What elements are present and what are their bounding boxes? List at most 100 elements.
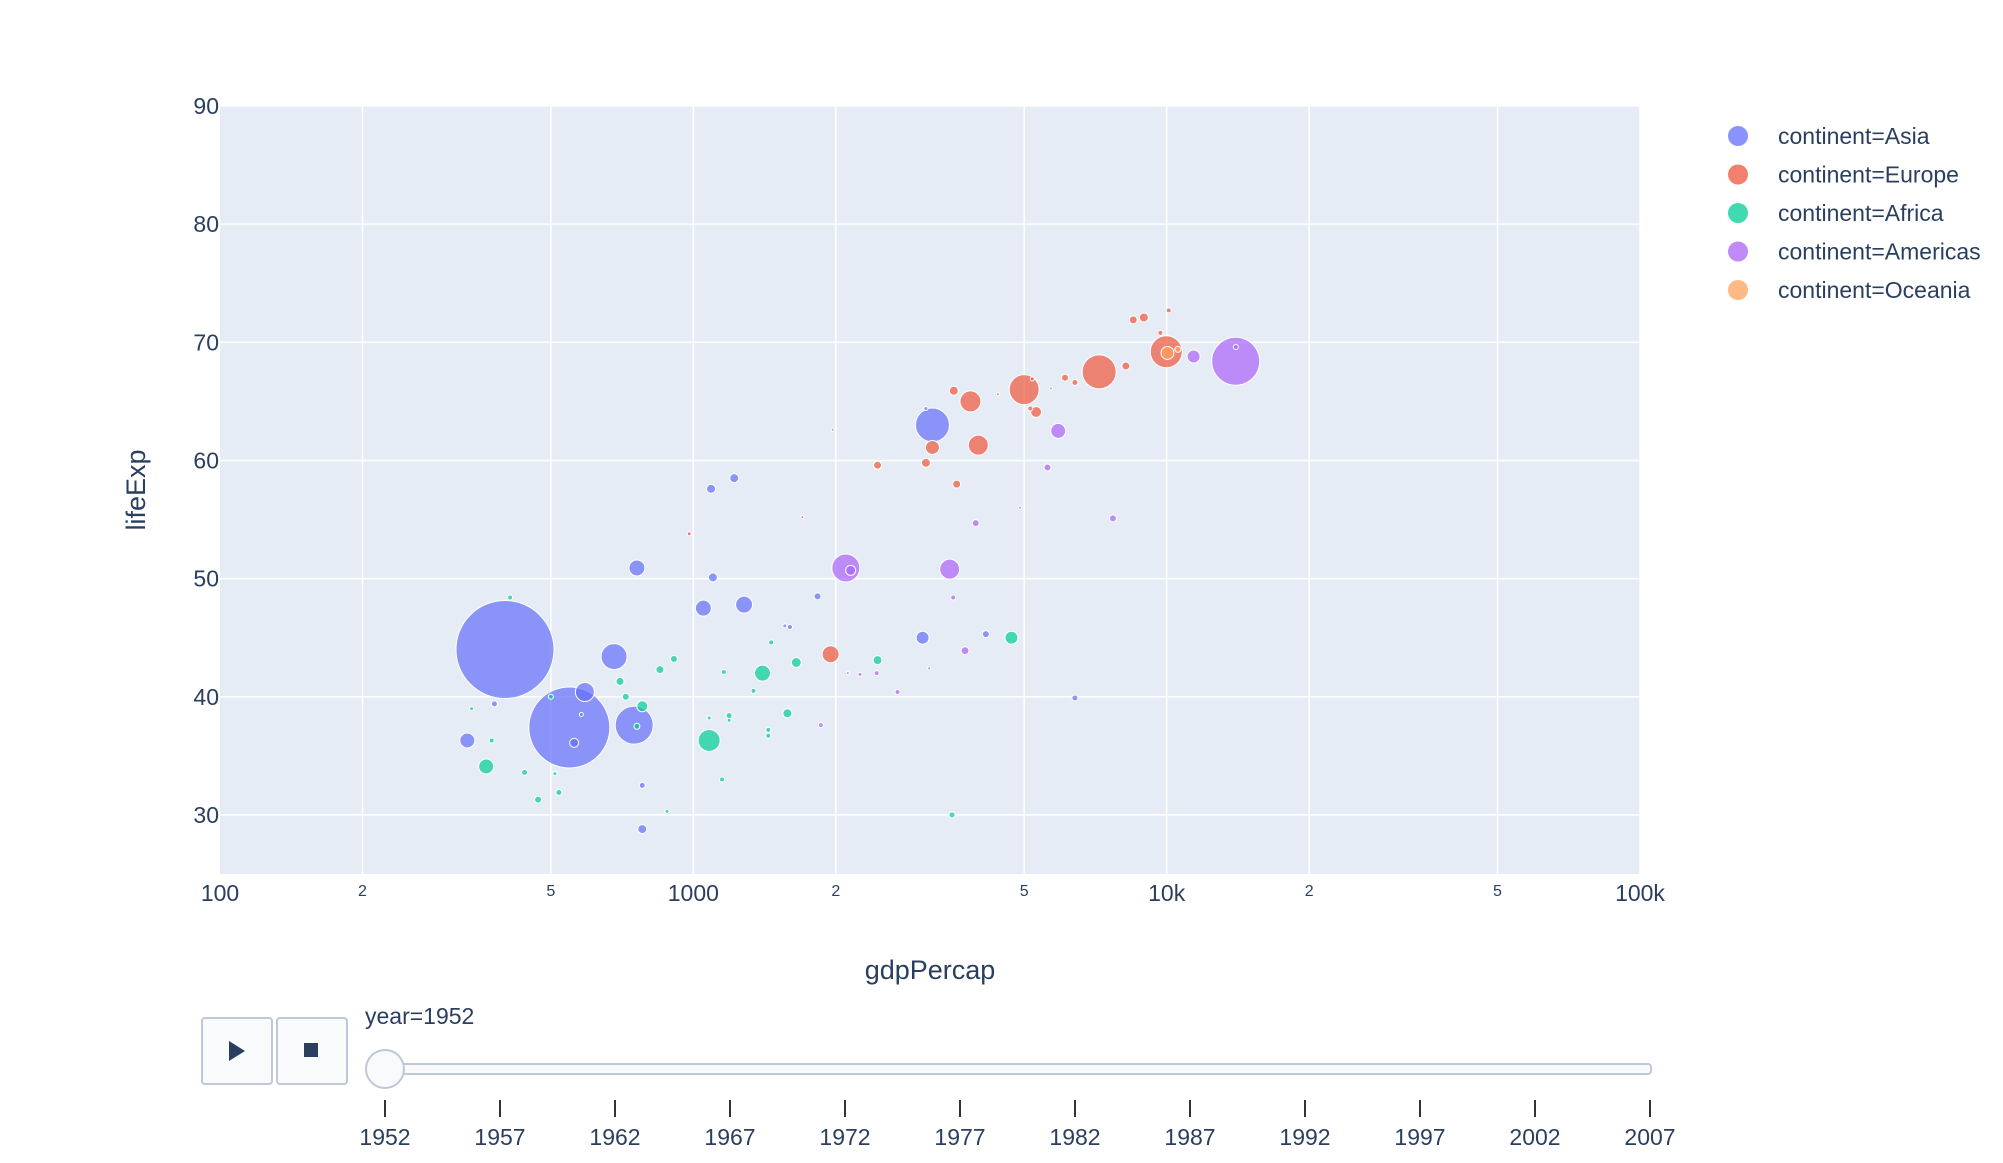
data-point[interactable] (1081, 354, 1117, 390)
data-point[interactable] (790, 657, 802, 669)
data-point[interactable] (664, 808, 670, 814)
slider-year-label[interactable]: 1992 (1279, 1124, 1330, 1150)
data-point[interactable] (750, 687, 757, 694)
legend-item[interactable]: continent=Oceania (1728, 277, 1971, 303)
data-point[interactable] (959, 390, 982, 413)
data-point[interactable] (1108, 514, 1117, 523)
slider-year-label[interactable]: 1972 (819, 1124, 870, 1150)
data-point[interactable] (552, 771, 558, 777)
stop-button[interactable] (276, 1017, 348, 1085)
data-point[interactable] (924, 439, 940, 455)
data-point[interactable] (1030, 406, 1043, 419)
data-point[interactable] (459, 732, 476, 749)
data-point[interactable] (830, 427, 835, 432)
slider-year-label[interactable]: 1957 (474, 1124, 525, 1150)
data-point[interactable] (1186, 349, 1201, 364)
data-point[interactable] (578, 711, 584, 717)
slider-year-label[interactable]: 1982 (1049, 1124, 1100, 1150)
data-point[interactable] (638, 781, 646, 789)
data-point[interactable] (939, 558, 961, 580)
data-point[interactable] (628, 559, 646, 577)
data-point[interactable] (1008, 374, 1040, 406)
data-point[interactable] (707, 572, 718, 583)
data-point[interactable] (948, 385, 959, 396)
data-point[interactable] (697, 728, 721, 752)
data-point[interactable] (633, 722, 641, 730)
data-point[interactable] (754, 664, 772, 682)
data-point[interactable] (1138, 312, 1149, 323)
data-point[interactable] (1049, 386, 1054, 391)
data-point[interactable] (821, 645, 840, 664)
data-point[interactable] (1121, 361, 1131, 371)
data-point[interactable] (1157, 329, 1164, 336)
data-point[interactable] (872, 655, 883, 666)
data-point[interactable] (555, 788, 563, 796)
data-point[interactable] (873, 460, 883, 470)
data-point[interactable] (1029, 376, 1035, 382)
data-point[interactable] (914, 407, 950, 443)
data-point[interactable] (636, 700, 649, 713)
slider-year-label[interactable]: 1967 (704, 1124, 755, 1150)
data-point[interactable] (1160, 345, 1175, 360)
data-point[interactable] (694, 599, 712, 617)
data-point[interactable] (488, 737, 495, 744)
data-point[interactable] (915, 630, 930, 645)
data-point[interactable] (706, 715, 712, 721)
data-point[interactable] (455, 600, 555, 700)
data-point[interactable] (782, 708, 793, 719)
data-point[interactable] (735, 595, 754, 614)
data-point[interactable] (1018, 505, 1023, 510)
data-point[interactable] (1128, 315, 1138, 325)
data-point[interactable] (967, 434, 989, 456)
data-point[interactable] (971, 519, 980, 528)
data-point[interactable] (528, 686, 611, 769)
data-point[interactable] (569, 737, 580, 748)
data-point[interactable] (574, 682, 595, 703)
legend-item[interactable]: continent=Asia (1728, 123, 1930, 149)
data-point[interactable] (669, 654, 678, 663)
data-point[interactable] (981, 630, 990, 639)
data-point[interactable] (873, 670, 880, 677)
data-point[interactable] (1061, 373, 1070, 382)
data-point[interactable] (1004, 630, 1019, 645)
data-point[interactable] (923, 405, 929, 411)
data-point[interactable] (845, 671, 850, 676)
data-point[interactable] (960, 646, 970, 656)
data-point[interactable] (1174, 345, 1182, 353)
data-point[interactable] (948, 811, 956, 819)
data-point[interactable] (655, 665, 665, 675)
slider-year-label[interactable]: 2007 (1624, 1124, 1675, 1150)
data-point[interactable] (507, 594, 514, 601)
data-point[interactable] (600, 643, 628, 671)
data-point[interactable] (920, 457, 931, 468)
legend-item[interactable]: continent=Europe (1728, 162, 1959, 188)
data-point[interactable] (1071, 378, 1079, 386)
slider-handle[interactable] (365, 1049, 405, 1089)
data-point[interactable] (719, 776, 726, 783)
data-point[interactable] (927, 666, 932, 671)
data-point[interactable] (800, 515, 805, 520)
data-point[interactable] (1071, 694, 1079, 702)
data-point[interactable] (490, 700, 498, 708)
data-point[interactable] (813, 592, 822, 601)
data-point[interactable] (950, 594, 957, 601)
data-point[interactable] (720, 668, 727, 675)
slider-year-label[interactable]: 1952 (359, 1124, 410, 1150)
legend-item[interactable]: continent=Americas (1728, 239, 1981, 265)
data-point[interactable] (1232, 344, 1239, 351)
data-point[interactable] (786, 624, 793, 631)
play-button[interactable] (201, 1017, 273, 1085)
data-point[interactable] (857, 671, 863, 677)
data-point[interactable] (621, 692, 630, 701)
data-point[interactable] (1043, 463, 1052, 472)
data-point[interactable] (894, 689, 901, 696)
data-point[interactable] (782, 623, 788, 629)
slider-year-label[interactable]: 2002 (1509, 1124, 1560, 1150)
data-point[interactable] (686, 531, 692, 537)
data-point[interactable] (768, 639, 775, 646)
data-point[interactable] (952, 479, 962, 489)
data-point[interactable] (615, 676, 625, 686)
data-point[interactable] (1165, 307, 1172, 314)
data-point[interactable] (478, 758, 495, 775)
data-point[interactable] (469, 706, 475, 712)
